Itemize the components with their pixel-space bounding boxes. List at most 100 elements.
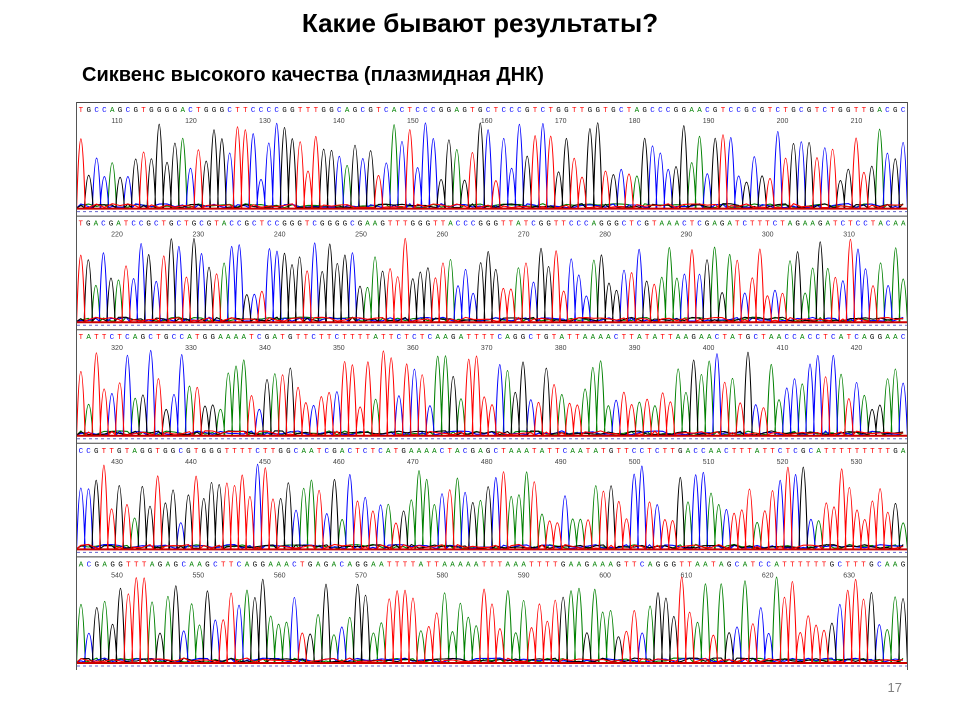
base-call: G <box>760 107 765 115</box>
base-call: T <box>306 107 311 115</box>
base-call: G <box>164 334 169 342</box>
base-call: T <box>721 107 726 115</box>
base-call: T <box>832 448 837 456</box>
base-call: C <box>471 221 476 229</box>
base-call: A <box>901 221 906 229</box>
base-call: G <box>830 561 835 569</box>
base-call: A <box>474 561 479 569</box>
base-call: T <box>830 107 835 115</box>
base-call: A <box>730 334 735 342</box>
base-call: A <box>727 221 732 229</box>
base-call: C <box>658 107 663 115</box>
trace-G <box>77 122 904 209</box>
base-call: G <box>335 221 340 229</box>
base-call: A <box>653 334 658 342</box>
base-call: A <box>893 221 898 229</box>
base-call: T <box>155 448 160 456</box>
base-call: T <box>117 334 122 342</box>
base-call: G <box>720 221 725 229</box>
base-call: G <box>209 448 214 456</box>
base-call: G <box>141 334 146 342</box>
base-call: A <box>226 334 231 342</box>
base-call: T <box>624 561 629 569</box>
base-call: G <box>599 221 604 229</box>
base-call: G <box>486 221 491 229</box>
base-call: A <box>116 221 121 229</box>
base-call: G <box>644 221 649 229</box>
position-tick-label: 530 <box>851 459 863 466</box>
base-call: A <box>577 561 582 569</box>
position-tick-label: 190 <box>703 118 715 125</box>
base-call: T <box>271 448 276 456</box>
base-call: A <box>800 334 805 342</box>
base-call: T <box>555 448 560 456</box>
base-call: T <box>780 221 785 229</box>
base-call: T <box>109 448 114 456</box>
base-call: A <box>222 221 227 229</box>
base-call: A <box>660 221 665 229</box>
base-call: C <box>423 107 428 115</box>
base-call: A <box>506 561 511 569</box>
position-tick-label: 380 <box>555 345 567 352</box>
base-call: G <box>174 561 179 569</box>
base-call: T <box>79 221 84 229</box>
base-call: T <box>886 448 891 456</box>
base-call: C <box>640 561 645 569</box>
base-call: A <box>466 561 471 569</box>
trace-C <box>77 463 904 550</box>
base-call: T <box>547 448 552 456</box>
base-call: T <box>498 561 503 569</box>
base-call: T <box>750 221 755 229</box>
base-call: T <box>854 107 859 115</box>
base-call: T <box>567 334 572 342</box>
base-call: G <box>705 221 710 229</box>
base-call: C <box>693 448 698 456</box>
base-call: G <box>426 221 431 229</box>
base-call: C <box>340 561 345 569</box>
base-call: T <box>622 334 627 342</box>
base-call: C <box>428 334 433 342</box>
base-call: T <box>381 334 386 342</box>
base-call: A <box>180 107 185 115</box>
base-call: A <box>365 221 370 229</box>
base-call: T <box>441 221 446 229</box>
base-call: C <box>808 334 813 342</box>
base-call: T <box>482 334 487 342</box>
trace-C <box>77 349 907 437</box>
base-call: T <box>225 448 230 456</box>
base-call: C <box>517 107 522 115</box>
base-call: C <box>172 334 177 342</box>
base-call: T <box>433 221 438 229</box>
base-call: G <box>682 107 687 115</box>
base-call: T <box>533 107 538 115</box>
base-call: T <box>134 561 139 569</box>
position-tick-label: 510 <box>703 459 715 466</box>
base-call: G <box>149 107 154 115</box>
base-call: T <box>847 334 852 342</box>
position-tick-label: 600 <box>599 572 611 579</box>
base-call: G <box>691 334 696 342</box>
base-call: G <box>94 448 99 456</box>
base-call: A <box>373 334 378 342</box>
base-call: C <box>384 107 389 115</box>
base-call: C <box>335 334 340 342</box>
position-tick-label: 320 <box>111 345 123 352</box>
base-call: T <box>878 448 883 456</box>
base-call: G <box>471 448 476 456</box>
base-call: G <box>616 561 621 569</box>
base-call: C <box>125 334 130 342</box>
trace-T <box>77 576 904 664</box>
base-call: C <box>666 107 671 115</box>
base-call: G <box>261 561 266 569</box>
base-call: T <box>845 561 850 569</box>
base-call: C <box>259 107 264 115</box>
base-call: G <box>727 561 732 569</box>
base-call: T <box>532 448 537 456</box>
position-tick-label: 210 <box>851 118 863 125</box>
base-call: G <box>664 561 669 569</box>
base-call: C <box>415 107 420 115</box>
position-tick-label: 270 <box>518 232 530 239</box>
base-call: A <box>676 334 681 342</box>
base-call: T <box>403 561 408 569</box>
